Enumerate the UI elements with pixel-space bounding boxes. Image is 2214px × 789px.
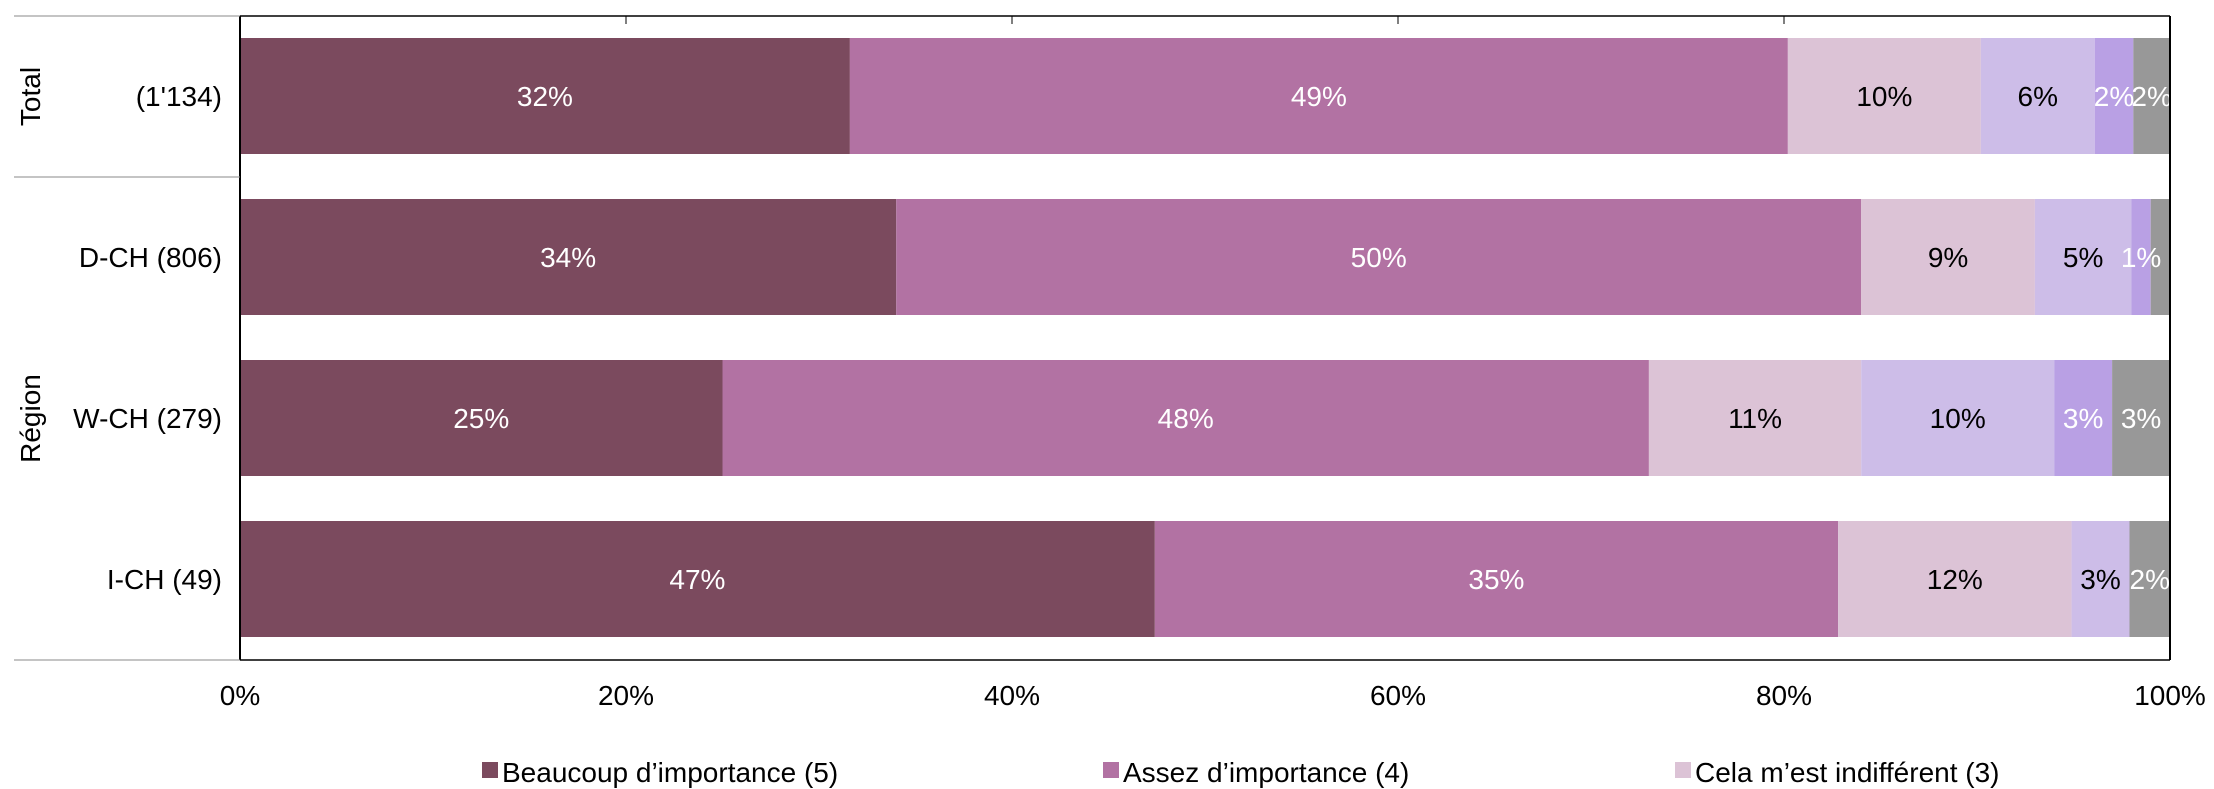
bar-segment-s1-r1 xyxy=(896,199,1862,315)
x-tick-label-2: 40% xyxy=(984,680,1040,711)
segment-label-s0-r2: 25% xyxy=(453,403,509,434)
bar-segment-s2-r1 xyxy=(1861,199,2035,315)
category-label-2: W-CH (279) xyxy=(73,403,222,434)
bar-segment-s0-r2 xyxy=(240,360,723,476)
bar-segment-s5-r1 xyxy=(2150,199,2170,315)
bar-segment-s1-r3 xyxy=(1154,521,1839,637)
segment-label-s5-r3: 2% xyxy=(2130,564,2170,595)
segment-label-s2-r3: 12% xyxy=(1927,564,1983,595)
segment-label-s1-r2: 48% xyxy=(1158,403,1214,434)
legend: Beaucoup d’importance (5) Assez d’importa… xyxy=(482,757,2000,788)
segment-label-s2-r0: 10% xyxy=(1856,81,1912,112)
category-label-0: (1'134) xyxy=(136,81,222,112)
bar-segment-s5-r2 xyxy=(2112,360,2170,476)
legend-label-2: Cela m’est indifférent (3) xyxy=(1695,757,2000,788)
x-tick-label-0: 0% xyxy=(220,680,260,711)
segment-label-s0-r3: 47% xyxy=(669,564,725,595)
x-tick-label-5: 100% xyxy=(2134,680,2206,711)
group-label-0: Total xyxy=(15,67,46,126)
segment-label-s3-r3: 3% xyxy=(2080,564,2120,595)
segment-label-s4-r2: 3% xyxy=(2063,403,2103,434)
bar-segment-s3-r2 xyxy=(1861,360,2055,476)
bar-segment-s0-r1 xyxy=(240,199,897,315)
bar-segment-s0-r0 xyxy=(240,38,850,154)
segment-label-s0-r1: 34% xyxy=(540,242,596,273)
bar-segment-s2-r0 xyxy=(1787,38,1981,154)
bar-segment-s4-r0 xyxy=(2094,38,2134,154)
segment-label-s3-r0: 6% xyxy=(2018,81,2058,112)
bar-segment-s3-r0 xyxy=(1980,38,2095,154)
category-label-1: D-CH (806) xyxy=(79,242,222,273)
segment-label-s0-r0: 32% xyxy=(517,81,573,112)
bar-segment-s0-r3 xyxy=(240,521,1155,637)
segment-label-s4-r1: 1% xyxy=(2121,242,2161,273)
segment-label-s1-r0: 49% xyxy=(1291,81,1347,112)
bar-segment-s3-r1 xyxy=(2034,199,2132,315)
bar-segment-s1-r0 xyxy=(849,38,1788,154)
legend-swatch-2 xyxy=(1675,762,1691,778)
segment-label-s1-r3: 35% xyxy=(1468,564,1524,595)
segment-labels-layer: 32% 49% 10% 6% 2%2%34% 50% 9% 5% 1%25% 48% 11% 10% 3… xyxy=(453,81,2172,595)
bar-segment-s5-r3 xyxy=(2129,521,2170,637)
segment-label-s2-r2: 11% xyxy=(1728,403,1782,434)
legend-swatch-1 xyxy=(1103,762,1119,778)
segment-label-s2-r1: 9% xyxy=(1928,242,1968,273)
x-tick-label-1: 20% xyxy=(598,680,654,711)
bar-segment-s4-r2 xyxy=(2054,360,2113,476)
legend-label-0: Beaucoup d’importance (5) xyxy=(502,757,838,788)
segment-label-s1-r1: 50% xyxy=(1351,242,1407,273)
segment-label-s3-r1: 5% xyxy=(2063,242,2103,273)
bars-layer xyxy=(240,38,2170,637)
bar-segment-s5-r0 xyxy=(2133,38,2170,154)
segment-label-s3-r2: 10% xyxy=(1930,403,1986,434)
bar-segment-s4-r1 xyxy=(2131,199,2151,315)
bar-segment-s3-r3 xyxy=(2071,521,2130,637)
segment-label-s5-r2: 3% xyxy=(2121,403,2161,434)
bar-segment-s2-r2 xyxy=(1648,360,1862,476)
bar-segment-s1-r2 xyxy=(722,360,1649,476)
axes-layer: 0% 20% 40% 60% 80% 100% (1'134) D-CH (806) W-CH … xyxy=(14,15,2206,711)
segment-label-s4-r0: 2% xyxy=(2094,81,2134,112)
category-label-3: I-CH (49) xyxy=(107,564,222,595)
x-tick-label-3: 60% xyxy=(1370,680,1426,711)
legend-label-1: Assez d’importance (4) xyxy=(1123,757,1409,788)
bar-segment-s2-r3 xyxy=(1838,521,2072,637)
segment-label-s5-r0: 2% xyxy=(2131,81,2171,112)
x-tick-label-4: 80% xyxy=(1756,680,1812,711)
legend-swatch-0 xyxy=(482,762,498,778)
group-label-1: Région xyxy=(15,374,46,463)
